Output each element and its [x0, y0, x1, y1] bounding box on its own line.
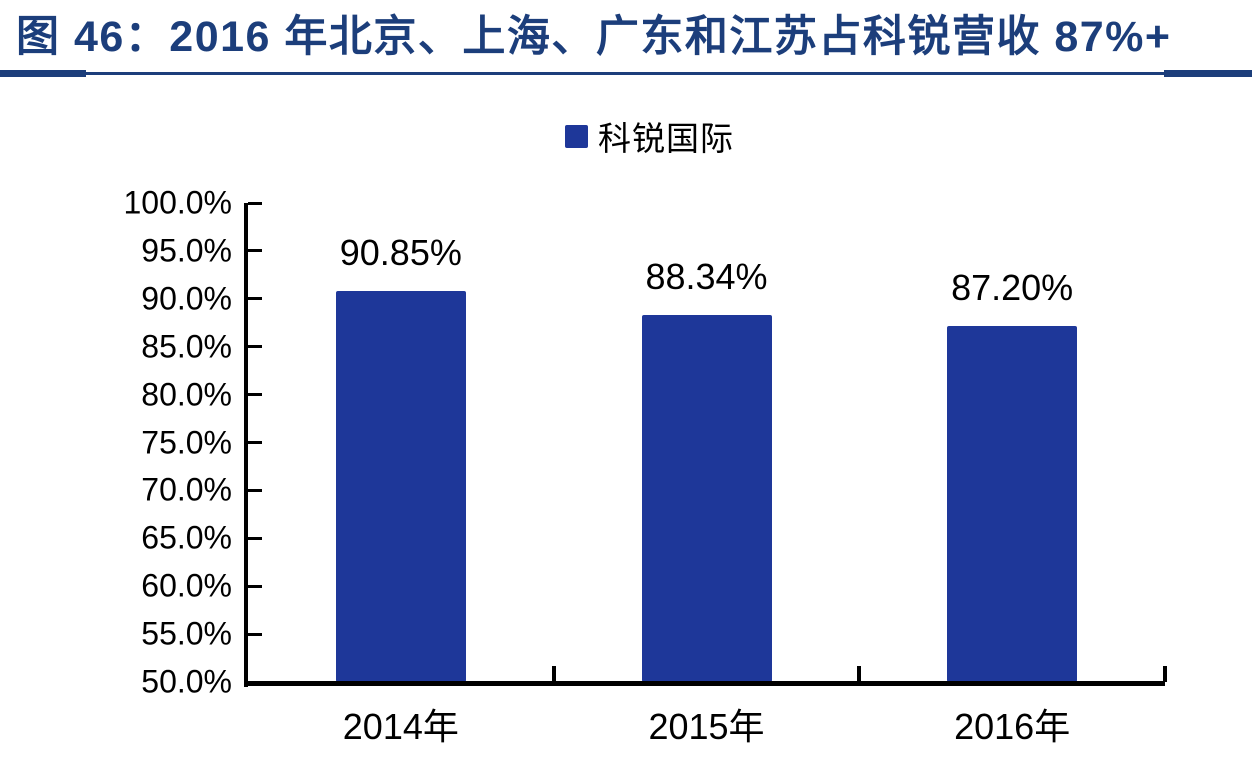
y-axis-tick-mark	[248, 632, 262, 636]
bar-value-label: 88.34%	[645, 255, 768, 297]
chart-legend: 科锐国际	[565, 112, 734, 160]
y-axis-tick-label: 80.0%	[141, 376, 232, 413]
bar-2014年	[335, 290, 466, 682]
y-axis-tick-label: 55.0%	[141, 615, 232, 652]
x-axis-category-label: 2016年	[954, 706, 1071, 747]
legend-label: 科锐国际	[598, 120, 734, 157]
x-axis-category-label: 2015年	[648, 706, 765, 747]
bar-value-label: 87.20%	[951, 266, 1074, 308]
y-axis-tick-label: 90.0%	[141, 280, 232, 317]
y-axis-tick-label: 70.0%	[141, 471, 232, 508]
title-divider-thick-right	[1164, 70, 1252, 77]
title-divider-thick-left	[0, 70, 86, 77]
x-axis-tick-mark	[1163, 666, 1167, 682]
y-axis-tick-mark	[248, 345, 262, 349]
y-axis-tick-label: 75.0%	[141, 424, 232, 460]
y-axis-tick-mark	[248, 536, 262, 540]
x-axis-tick-mark	[857, 666, 862, 682]
y-axis-line	[244, 203, 248, 687]
y-axis-tick-mark	[248, 249, 262, 253]
bar-value-label: 90.85%	[339, 231, 462, 273]
x-axis-category-label: 2014年	[342, 706, 459, 747]
y-axis-tick-label: 95.0%	[141, 232, 232, 269]
y-axis-tick-mark	[248, 201, 262, 205]
bar-2016年	[947, 325, 1078, 682]
title-divider-line	[0, 72, 1252, 75]
y-axis-tick-mark	[248, 441, 262, 444]
y-axis-tick-mark	[248, 584, 262, 588]
y-axis-tick-label: 60.0%	[141, 567, 232, 604]
x-axis-tick-mark	[551, 666, 556, 682]
y-axis-tick-mark	[248, 488, 262, 492]
y-axis-tick-label: 50.0%	[141, 663, 232, 700]
legend-swatch-icon	[565, 124, 588, 148]
y-axis-tick-label: 100.0%	[123, 184, 232, 221]
y-axis-tick-mark	[248, 393, 262, 397]
y-axis-tick-label: 65.0%	[141, 519, 232, 556]
figure-title: 图 46：2016 年北京、上海、广东和江苏占科锐营收 87%+	[16, 13, 1172, 61]
y-axis-tick-label: 85.0%	[141, 328, 232, 365]
x-axis-line	[244, 681, 1165, 686]
y-axis-tick-mark	[248, 297, 262, 301]
bar-2015年	[641, 314, 772, 682]
